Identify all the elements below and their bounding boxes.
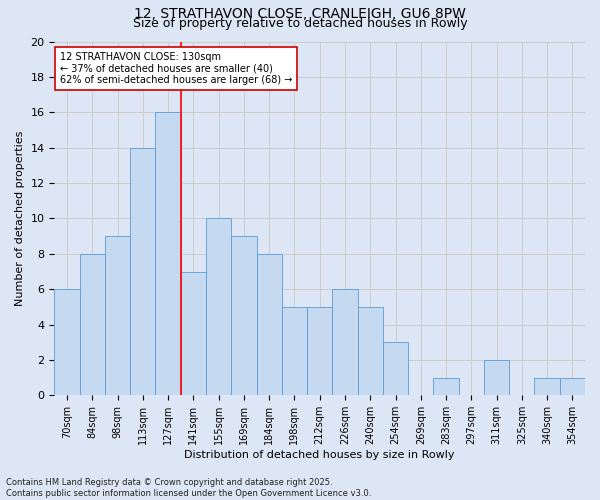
Bar: [433, 378, 458, 396]
Bar: [358, 307, 383, 396]
Bar: [257, 254, 282, 396]
Text: Contains HM Land Registry data © Crown copyright and database right 2025.
Contai: Contains HM Land Registry data © Crown c…: [6, 478, 371, 498]
Bar: [484, 360, 509, 396]
Y-axis label: Number of detached properties: Number of detached properties: [15, 130, 25, 306]
Bar: [383, 342, 408, 396]
Bar: [80, 254, 105, 396]
Bar: [155, 112, 181, 396]
Bar: [206, 218, 231, 396]
Bar: [181, 272, 206, 396]
Bar: [130, 148, 155, 396]
Text: Size of property relative to detached houses in Rowly: Size of property relative to detached ho…: [133, 18, 467, 30]
Bar: [332, 289, 358, 396]
Text: 12 STRATHAVON CLOSE: 130sqm
← 37% of detached houses are smaller (40)
62% of sem: 12 STRATHAVON CLOSE: 130sqm ← 37% of det…: [60, 52, 292, 86]
Bar: [560, 378, 585, 396]
Bar: [105, 236, 130, 396]
Bar: [307, 307, 332, 396]
X-axis label: Distribution of detached houses by size in Rowly: Distribution of detached houses by size …: [184, 450, 455, 460]
Bar: [231, 236, 257, 396]
Text: 12, STRATHAVON CLOSE, CRANLEIGH, GU6 8PW: 12, STRATHAVON CLOSE, CRANLEIGH, GU6 8PW: [134, 8, 466, 22]
Bar: [535, 378, 560, 396]
Bar: [55, 289, 80, 396]
Bar: [282, 307, 307, 396]
